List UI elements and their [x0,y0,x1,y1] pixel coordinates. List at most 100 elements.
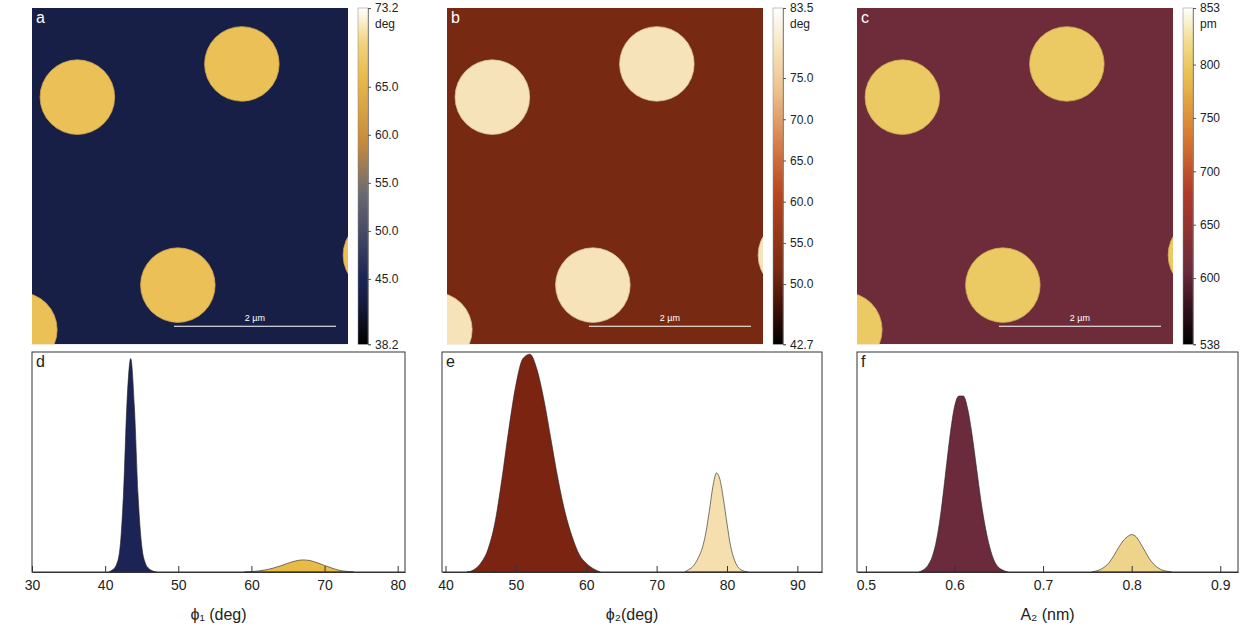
colorbar [1183,8,1193,344]
colorbar-tick: 650 [1193,218,1220,232]
colorbar-tick: 42.7 [783,338,814,352]
disk [205,27,280,102]
colorbar-tick-label: 65.0 [375,80,399,94]
colorbar-unit: deg [375,17,395,31]
image-panel: 2 µmc538600650700750800853pm [808,1,1243,367]
image-marks [447,8,763,344]
distribution-area [1092,535,1172,572]
x-tick-label: 60 [579,577,595,593]
colorbar-tick-mark [368,279,371,280]
panel-letter: a [36,9,45,26]
panel-letter: c [861,9,869,26]
colorbar-tick-label: 853 [1200,1,1220,15]
histogram-panel: 405060708090 ϕ₂(deg) e [438,352,822,623]
colorbar-tick-label: 50.0 [375,224,399,238]
colorbar-tick-mark [1193,8,1196,9]
colorbar-tick-mark [783,202,786,203]
colorbar-tick-mark [368,183,371,184]
image-marks [32,8,348,344]
colorbar-tick: 700 [1193,165,1220,179]
x-tick-mark [954,566,955,572]
colorbar-tick: 600 [1193,271,1220,285]
colorbar-tick-mark [1193,344,1196,345]
disk [40,60,115,135]
colorbar-tick: 50.0 [368,224,399,238]
colorbar-tick-mark [1193,225,1196,226]
x-tick: 0.5 [857,566,877,593]
colorbar-tick-label: 800 [1200,58,1220,72]
x-axis-title: A₂ (nm) [1020,606,1074,623]
image-marks [857,8,1173,344]
plot-frame [857,352,1238,572]
panel-letter: f [861,353,866,370]
colorbar-tick-mark [1193,278,1196,279]
scale-bar [999,326,1161,327]
histogram-panel: 0.50.60.70.80.9A₂ (nm)f [857,352,1239,623]
image-panel: 2 µmb42.750.055.060.065.070.075.083.5deg [398,1,833,367]
colorbar-tick: 75.0 [783,71,814,85]
x-tick: 0.7 [1034,566,1054,593]
colorbar-tick: 55.0 [783,236,814,250]
colorbar-tick-mark [1193,118,1196,119]
colorbar-tick: 73.2 [368,1,399,15]
colorbar-tick: 538 [1193,338,1220,352]
x-tick-mark [866,566,867,572]
colorbar-axis: 38.245.050.055.060.065.073.2 [368,1,399,351]
x-tick-label: 0.8 [1122,577,1142,593]
colorbar-axis: 42.750.055.060.065.070.075.083.5 [783,1,814,351]
x-tick-label: 30 [25,577,41,593]
x-tick-mark [1132,566,1133,572]
colorbar-tick: 65.0 [368,80,399,94]
colorbar-tick: 83.5 [783,1,814,15]
plot-frame [442,352,822,572]
distribution-area [685,473,748,572]
x-tick-mark [398,566,399,572]
x-tick-mark [727,566,728,572]
x-tick-mark [516,566,517,572]
plot-marks [919,396,1172,572]
colorbar-unit: pm [1200,17,1217,31]
x-tick: 70 [317,566,333,593]
x-axis: 405060708090 [438,566,822,593]
colorbar-tick: 750 [1193,111,1220,125]
colorbar-tick-label: 75.0 [790,71,814,85]
panel-letter: b [451,9,460,26]
x-axis-title: ϕ₂(deg) [606,606,659,623]
disk [455,60,530,135]
x-tick: 50 [171,566,187,593]
x-tick: 0.9 [1211,566,1231,593]
disk [32,292,57,344]
scale-bar-label: 2 µm [660,313,680,323]
x-tick-mark [657,566,658,572]
x-tick: 30 [25,566,41,593]
x-axis-line [33,572,406,573]
plot-marks [109,359,354,572]
colorbar-tick-mark [1193,65,1196,66]
colorbar-tick: 38.2 [368,338,399,352]
colorbar-tick-label: 73.2 [375,1,399,15]
x-tick-mark [1220,566,1221,572]
colorbar-tick-label: 83.5 [790,1,814,15]
disk [447,292,472,344]
colorbar-axis-line [369,9,372,345]
x-tick: 40 [98,566,114,593]
panel-letter: e [446,353,455,370]
distribution-area [109,359,157,572]
colorbar-tick-label: 42.7 [790,338,814,352]
disk [758,218,763,293]
scale-bar [174,326,336,327]
x-tick-label: 80 [390,577,406,593]
disk [966,248,1041,323]
disk [141,248,216,323]
colorbar-tick: 45.0 [368,272,399,286]
x-tick-mark [32,566,33,572]
x-axis-title: ϕ₁ (deg) [190,606,246,623]
x-tick-mark [586,566,587,572]
x-tick: 80 [390,566,406,593]
panel-letter: d [36,353,45,370]
colorbar-tick-label: 55.0 [375,176,399,190]
colorbar-tick: 70.0 [783,113,814,127]
x-tick-mark [325,566,326,572]
x-axis: 0.50.60.70.80.9 [857,566,1239,593]
colorbar-tick-mark [783,78,786,79]
